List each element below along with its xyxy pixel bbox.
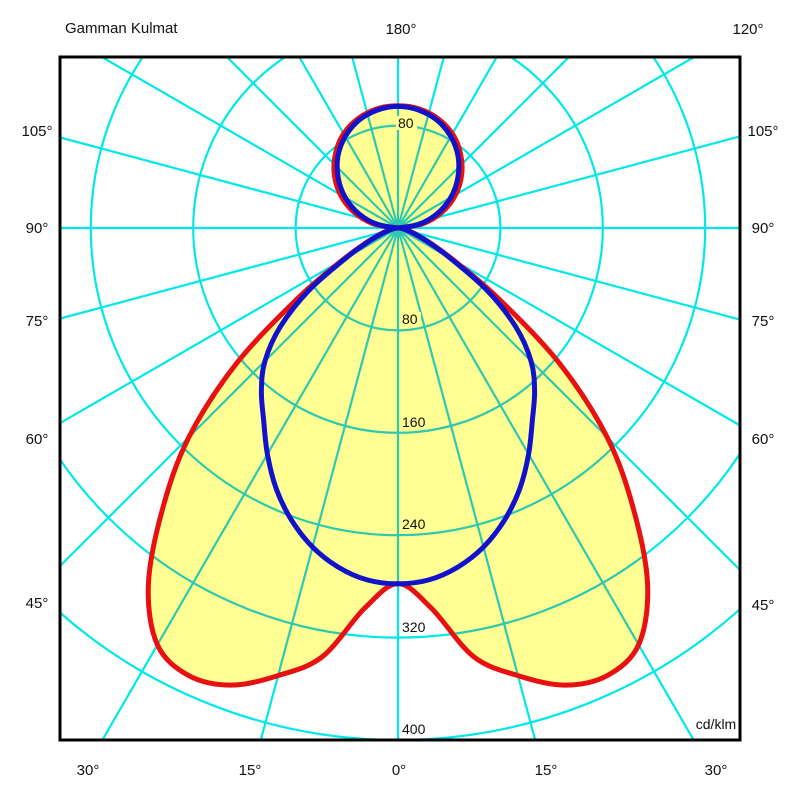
c90-c270-curve-lower bbox=[258, 225, 538, 587]
gamma-angle-label: 15° bbox=[239, 762, 262, 779]
radial-tick-label: 400 bbox=[402, 721, 426, 737]
radial-tick-label: 80 bbox=[402, 311, 418, 327]
gamma-angle-label-top: 120° bbox=[732, 21, 763, 38]
tick-backing bbox=[400, 312, 421, 326]
radial-tick-label: 80 bbox=[398, 115, 414, 131]
intensity-curves bbox=[145, 103, 651, 688]
gamma-angle-label: 0° bbox=[392, 762, 406, 779]
gamma-angle-label: 75° bbox=[752, 313, 775, 330]
radial-tick-label: 160 bbox=[402, 414, 426, 430]
radial-tick-labels: 80 80 160 240 320 400 bbox=[396, 115, 429, 737]
tick-backing bbox=[400, 620, 429, 634]
gamma-angle-label: 60° bbox=[26, 431, 49, 448]
gamma-angle-label: 90° bbox=[26, 220, 49, 237]
gamma-angle-label: 45° bbox=[26, 595, 49, 612]
gamma-angle-label: 60° bbox=[752, 431, 775, 448]
tick-backing bbox=[400, 415, 429, 429]
gamma-angle-label: 105° bbox=[21, 123, 52, 140]
plot-border bbox=[58, 55, 742, 742]
gamma-angle-label: 75° bbox=[26, 313, 49, 330]
tick-backing bbox=[396, 116, 417, 130]
gamma-angle-label: 15° bbox=[535, 762, 558, 779]
tick-backing bbox=[400, 722, 429, 736]
radial-tick-label: 320 bbox=[402, 619, 426, 635]
gamma-angle-label-top: 180° bbox=[385, 21, 416, 38]
gamma-angle-label: 45° bbox=[752, 597, 775, 614]
gamma-angle-label: 90° bbox=[752, 220, 775, 237]
tick-backing bbox=[400, 517, 429, 531]
gamma-angle-labels-right: 105° 90° 75° 60° 45° bbox=[747, 123, 778, 614]
gamma-angle-label: 30° bbox=[77, 762, 100, 779]
gamma-angle-label: 105° bbox=[747, 123, 778, 140]
gamma-angle-label: 30° bbox=[705, 762, 728, 779]
radial-tick-label: 240 bbox=[402, 516, 426, 532]
diagram-title: Gamman Kulmat bbox=[65, 20, 178, 37]
c90-c270-curve-upper bbox=[334, 103, 462, 231]
unit-label: cd/klm bbox=[696, 716, 736, 732]
gamma-angle-labels-bottom: 30° 15° 0° 15° 30° bbox=[77, 762, 728, 779]
gamma-angle-labels-left: 105° 90° 75° 60° 45° bbox=[21, 123, 52, 612]
